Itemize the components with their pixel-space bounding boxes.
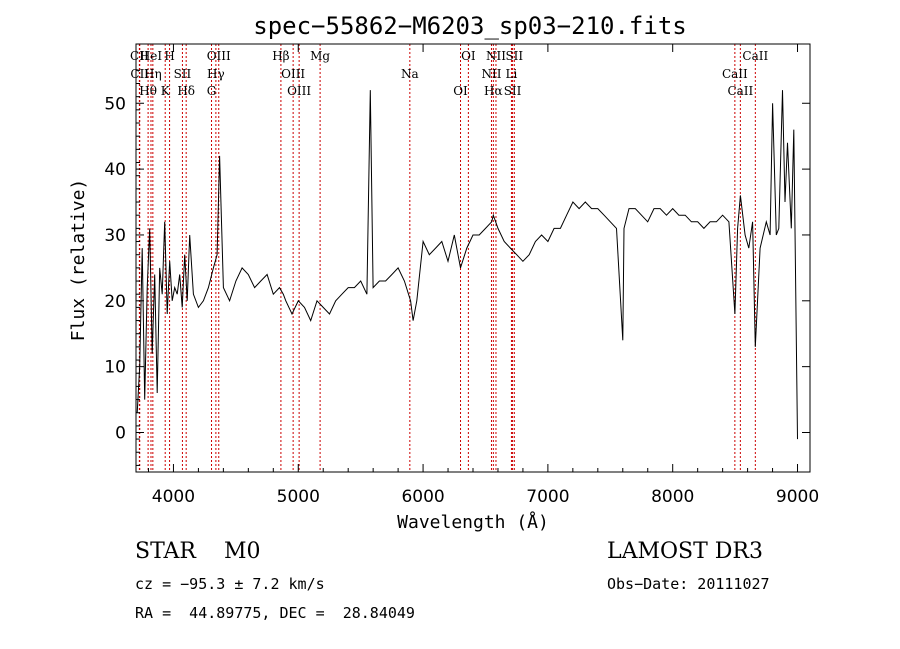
line-label: Li [506,67,518,81]
plot-frame [135,43,811,473]
line-label: CaII [742,49,768,63]
line-label: Hα [484,84,503,98]
line-label: Mg [310,49,330,63]
line-label: SII [174,67,192,81]
y-tick-label: 30 [104,226,126,246]
line-label: Hη [144,67,162,81]
line-label: G [207,84,217,98]
x-tick-label: 9000 [776,487,819,507]
x-tick-label: 7000 [526,487,569,507]
line-label: CaII [727,84,753,98]
x-tick-label: 8000 [651,487,694,507]
line-label: K [161,84,171,98]
spectrum-line [136,90,798,440]
line-label: HeI [140,49,163,63]
line-label: Hγ [207,67,225,81]
y-axis: 0 10 20 30 40 50 [104,69,810,466]
y-axis-label: Flux (relative) [68,179,89,342]
coordinates: RA = 44.89775, DEC = 28.84049 [135,604,415,622]
line-label: OIII [287,84,311,98]
line-label: SII [505,49,523,63]
y-tick-label: 20 [104,292,126,312]
emission-line-markers [138,44,756,472]
line-label: OIII [207,49,231,63]
x-tick-label: 4000 [152,487,195,507]
line-label: Hβ [272,49,289,63]
x-tick-label: 5000 [277,487,320,507]
x-axis: 4000 5000 6000 7000 8000 9000 [147,44,819,507]
y-tick-label: 0 [115,423,126,443]
line-label: CaII [722,67,748,81]
line-label: NII [481,67,501,81]
redshift-velocity: cz = −95.3 ± 7.2 km/s [135,575,325,593]
chart-title: spec−55862−M6203_sp03−210.fits [253,12,686,40]
observation-date: Obs−Date: 20111027 [607,575,770,593]
object-class: STAR M0 [135,539,261,564]
x-axis-label: Wavelength (Å) [397,511,549,533]
line-label: CII [130,49,149,63]
line-label: SII [504,84,522,98]
x-tick-label: 6000 [401,487,444,507]
line-label: Hθ [139,84,157,98]
line-label: Na [401,67,419,81]
emission-line-labels: CIICIIHθHeIHηKHSIIHδOIIIHγGHβOIIIOIIIMgN… [130,49,768,98]
line-label: OI [453,84,468,98]
y-tick-label: 50 [104,94,126,114]
line-label: Hδ [177,84,195,98]
y-tick-label: 40 [104,160,126,180]
survey-name: LAMOST DR3 [607,539,763,564]
line-label: H [164,49,174,63]
line-label: CII [130,67,149,81]
y-tick-label: 10 [104,358,126,378]
line-label: OIII [281,67,305,81]
line-label: OI [461,49,476,63]
line-label: NII [486,49,506,63]
